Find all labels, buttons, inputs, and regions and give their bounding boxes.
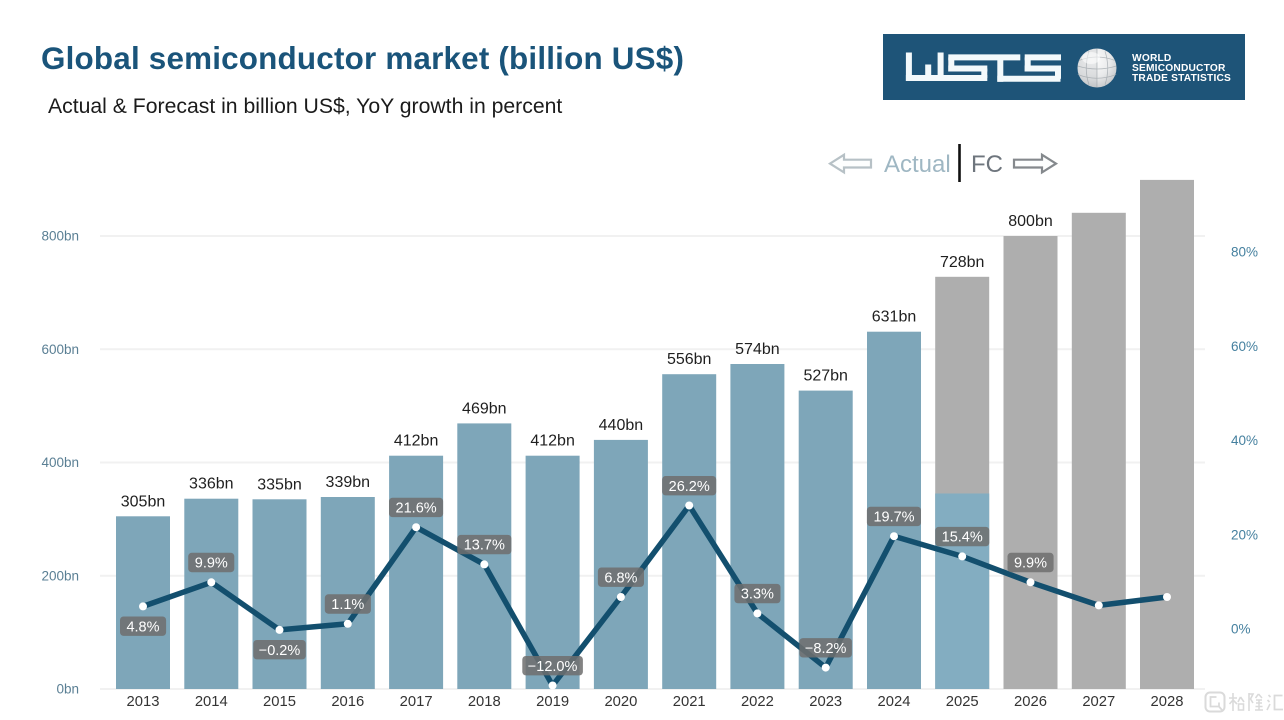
svg-text:335bn: 335bn: [257, 476, 302, 493]
svg-text:−8.2%: −8.2%: [805, 641, 847, 657]
svg-text:2016: 2016: [331, 694, 364, 710]
svg-text:19.7%: 19.7%: [873, 510, 914, 526]
svg-text:339bn: 339bn: [326, 474, 371, 491]
svg-text:800bn: 800bn: [41, 229, 79, 244]
svg-text:2014: 2014: [195, 694, 228, 710]
svg-text:4.8%: 4.8%: [126, 619, 159, 635]
svg-text:336bn: 336bn: [189, 476, 234, 493]
svg-text:412bn: 412bn: [394, 433, 439, 450]
svg-text:2017: 2017: [400, 694, 433, 710]
svg-text:728bn: 728bn: [940, 254, 985, 271]
svg-text:1.1%: 1.1%: [331, 597, 364, 613]
svg-text:0bn: 0bn: [56, 682, 79, 697]
svg-text:600bn: 600bn: [41, 342, 79, 357]
svg-text:2025: 2025: [946, 694, 979, 710]
svg-text:2015: 2015: [263, 694, 296, 710]
svg-text:21.6%: 21.6%: [396, 501, 437, 517]
svg-text:305bn: 305bn: [121, 493, 166, 510]
svg-text:2027: 2027: [1082, 694, 1115, 710]
svg-text:60%: 60%: [1231, 339, 1258, 354]
svg-text:200bn: 200bn: [41, 569, 79, 584]
svg-text:400bn: 400bn: [41, 455, 79, 470]
svg-text:3.3%: 3.3%: [741, 587, 774, 603]
svg-text:527bn: 527bn: [803, 368, 848, 385]
svg-text:2026: 2026: [1014, 694, 1047, 710]
svg-text:13.7%: 13.7%: [464, 538, 505, 554]
svg-text:574bn: 574bn: [735, 341, 780, 358]
svg-text:9.9%: 9.9%: [195, 556, 228, 572]
svg-text:9.9%: 9.9%: [1014, 556, 1047, 572]
svg-text:WORLD: WORLD: [1132, 53, 1171, 64]
svg-text:Actual: Actual: [884, 151, 951, 178]
svg-text:SEMICONDUCTOR: SEMICONDUCTOR: [1132, 63, 1226, 74]
svg-text:631bn: 631bn: [872, 309, 917, 326]
svg-text:800bn: 800bn: [1008, 213, 1053, 230]
svg-text:440bn: 440bn: [599, 417, 644, 434]
svg-text:−12.0%: −12.0%: [528, 659, 578, 675]
svg-text:412bn: 412bn: [530, 433, 575, 450]
svg-text:20%: 20%: [1231, 528, 1258, 543]
svg-text:2020: 2020: [604, 694, 637, 710]
svg-text:2022: 2022: [741, 694, 774, 710]
svg-text:15.4%: 15.4%: [942, 530, 983, 546]
svg-text:2021: 2021: [673, 694, 706, 710]
svg-text:556bn: 556bn: [667, 351, 712, 368]
svg-text:2013: 2013: [127, 694, 160, 710]
svg-text:TRADE STATISTICS: TRADE STATISTICS: [1132, 73, 1231, 84]
svg-text:469bn: 469bn: [462, 400, 507, 417]
svg-text:2023: 2023: [809, 694, 842, 710]
svg-text:2028: 2028: [1151, 694, 1184, 710]
svg-text:40%: 40%: [1231, 433, 1258, 448]
svg-text:2019: 2019: [536, 694, 569, 710]
svg-text:2018: 2018: [468, 694, 501, 710]
svg-text:26.2%: 26.2%: [669, 479, 710, 495]
svg-text:80%: 80%: [1231, 245, 1258, 260]
svg-text:6.8%: 6.8%: [604, 570, 637, 586]
svg-text:FC: FC: [971, 151, 1003, 178]
svg-text:2024: 2024: [878, 694, 911, 710]
svg-text:0%: 0%: [1231, 622, 1251, 637]
svg-text:−0.2%: −0.2%: [259, 643, 301, 659]
